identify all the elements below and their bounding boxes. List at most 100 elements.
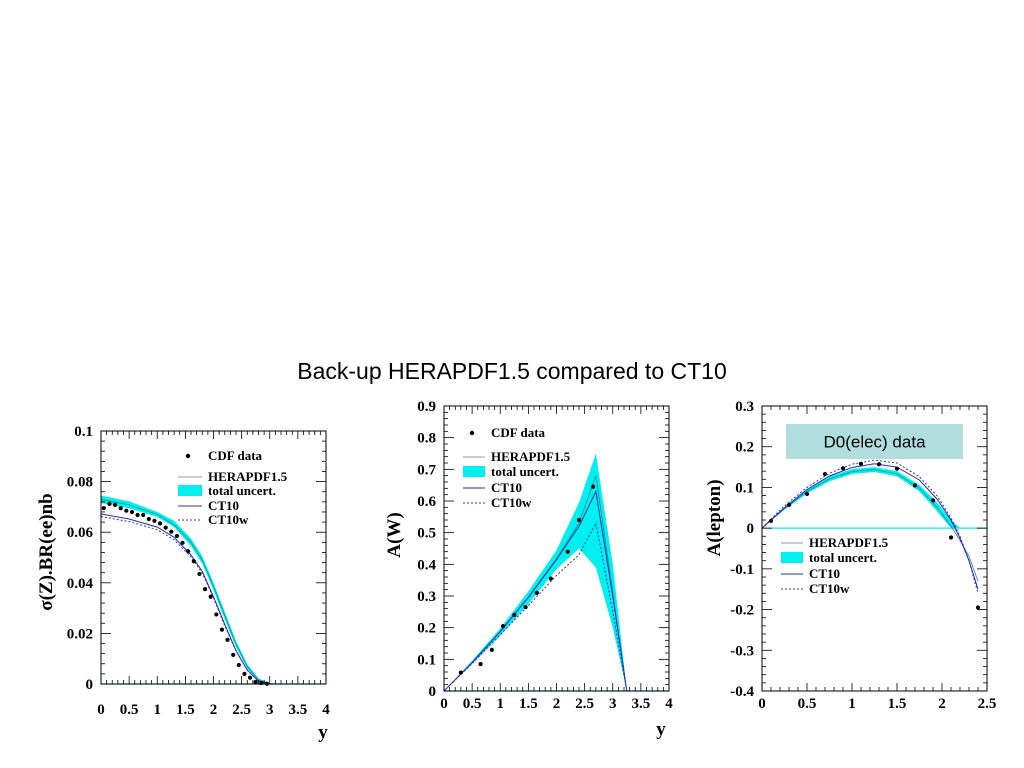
y-tick-label: 0.2 (735, 440, 754, 456)
series-line-ct10w (761, 459, 979, 594)
data-point (202, 587, 208, 592)
data-point (118, 506, 123, 511)
slide-title: Back-up HERAPDF1.5 compared to CT10 (297, 358, 727, 384)
x-tick-label: 0 (758, 696, 766, 712)
data-point (804, 491, 810, 497)
y-tick-label: 0 (429, 684, 437, 700)
x-tick-label: 2.5 (232, 702, 251, 718)
data-point (197, 571, 202, 577)
x-tick-label: 3 (266, 702, 274, 718)
y-tick-label: 0.1 (735, 480, 754, 496)
legend-label: total uncert. (809, 550, 877, 565)
legend-label: total uncert. (208, 483, 276, 498)
y-tick-label: 0 (86, 677, 94, 693)
y-axis-label: A(W) (384, 512, 405, 557)
data-point (478, 661, 483, 667)
legend-label: HERAPDF1.5 (809, 535, 889, 550)
data-point (157, 521, 163, 526)
data-point (141, 512, 146, 518)
data-point (152, 518, 157, 523)
data-point (146, 516, 151, 522)
y-tick-label: 0.7 (417, 462, 436, 478)
data-point (174, 533, 180, 539)
legend-label: CDF data (208, 448, 263, 463)
plot-frame (761, 405, 988, 692)
y-tick-label: 0 (747, 521, 755, 537)
data-point (840, 466, 846, 471)
annotation-box (786, 424, 963, 459)
legend-label: CT10w (809, 581, 850, 596)
y-tick-label: -0.1 (730, 562, 754, 578)
data-point (107, 501, 112, 506)
data-point (894, 466, 900, 471)
uncertainty-band (101, 495, 326, 684)
legend-label: CT10w (491, 495, 532, 510)
annotation-label: D0(elec) data (823, 433, 926, 452)
data-point (191, 559, 196, 564)
x-tick-label: 0 (97, 702, 105, 718)
legend-marker-data (469, 430, 475, 436)
y-tick-label: 0.4 (417, 557, 436, 573)
x-tick-label: 2.5 (575, 696, 594, 712)
y-tick-label: 0.9 (417, 399, 436, 415)
x-tick-label: 3.5 (289, 702, 308, 718)
series-line-herapdf1-5 (761, 469, 979, 582)
legend-marker-data (185, 453, 191, 459)
y-tick-label: 0.5 (417, 526, 436, 542)
data-point (930, 498, 936, 503)
data-point (163, 525, 168, 530)
legend-label: CT10 (491, 480, 522, 495)
x-tick-label: 0 (440, 696, 448, 712)
data-point (247, 675, 253, 680)
data-point (219, 627, 225, 632)
x-tick-label: 0.5 (798, 696, 817, 712)
y-tick-label: 0.6 (417, 494, 436, 510)
data-point (458, 670, 463, 675)
data-point (225, 637, 230, 642)
data-point (231, 652, 236, 658)
data-point (236, 662, 241, 668)
data-point (124, 508, 129, 513)
data-point (565, 549, 570, 554)
legend-label: CDF data (491, 425, 546, 440)
legend-marker-band (463, 466, 485, 477)
x-tick-label: 3.5 (632, 696, 651, 712)
y-tick-label: 0.3 (417, 589, 436, 605)
y-tick-label: 0.02 (67, 626, 93, 642)
data-point (112, 502, 118, 507)
legend-label: CT10 (809, 566, 840, 581)
x-axis-label: y (656, 719, 666, 740)
y-tick-label: 0.2 (417, 621, 436, 637)
x-tick-label: 1 (848, 696, 856, 712)
y-axis-label: A(lepton) (704, 479, 725, 556)
legend-label: total uncert. (491, 464, 559, 479)
data-point (489, 647, 494, 652)
data-point (786, 502, 792, 508)
x-tick-label: 1 (497, 696, 505, 712)
y-tick-label: 0.06 (67, 525, 94, 541)
data-point (101, 506, 106, 511)
legend-label: CT10w (208, 512, 249, 527)
x-tick-label: 4 (322, 702, 330, 718)
x-tick-label: 0.5 (120, 702, 139, 718)
data-point (253, 679, 258, 685)
legend-marker-band (781, 552, 803, 563)
data-point (948, 535, 954, 540)
data-point (242, 671, 247, 676)
x-tick-label: 2 (210, 702, 218, 718)
x-tick-label: 3 (609, 696, 617, 712)
data-point (876, 462, 882, 467)
data-point (768, 518, 774, 523)
data-point (500, 623, 506, 629)
legend-label: HERAPDF1.5 (208, 469, 288, 484)
y-tick-label: -0.2 (730, 603, 754, 619)
data-point (180, 540, 185, 545)
x-tick-label: 4 (665, 696, 673, 712)
y-axis-label: σ(Z).BR(ee)nb (36, 493, 57, 610)
legend-label: CT10 (208, 498, 239, 513)
data-point (858, 461, 864, 466)
x-tick-label: 2 (553, 696, 561, 712)
